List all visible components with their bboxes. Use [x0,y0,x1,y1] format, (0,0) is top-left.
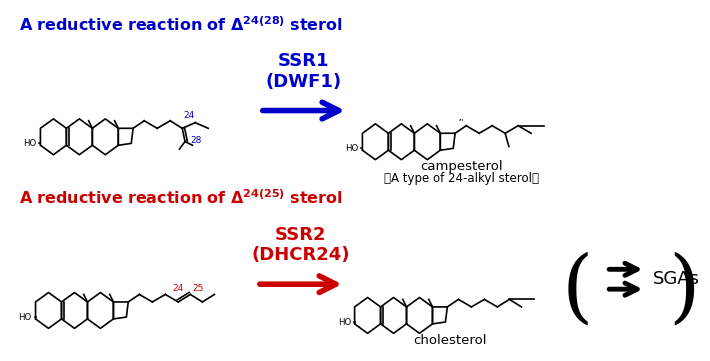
Text: 25: 25 [192,283,204,292]
Text: (: ( [562,252,593,330]
Text: HO: HO [23,139,37,148]
Text: 24: 24 [183,111,195,120]
Text: SSR1
(DWF1): SSR1 (DWF1) [266,52,342,91]
Text: （A type of 24-alkyl sterol）: （A type of 24-alkyl sterol） [384,172,540,185]
Text: HO: HO [338,318,351,326]
Text: 28: 28 [190,136,202,145]
Text: cholesterol: cholesterol [413,334,487,347]
Text: $\mathbf{A\ reductive\ reaction\ of\ \Delta^{24(25)}\ sterol}$: $\mathbf{A\ reductive\ reaction\ of\ \De… [19,188,343,206]
Text: ''': ''' [459,118,464,124]
Text: 24: 24 [173,284,184,293]
Text: SGAs: SGAs [653,270,700,288]
Text: SSR2
(DHCR24): SSR2 (DHCR24) [251,226,350,264]
Text: campesterol: campesterol [420,160,503,173]
Text: HO: HO [346,144,359,153]
Text: ): ) [669,252,700,330]
Text: HO: HO [18,313,32,322]
Text: $\mathbf{A\ reductive\ reaction\ of\ \Delta^{24(28)}\ sterol}$: $\mathbf{A\ reductive\ reaction\ of\ \De… [19,15,343,34]
